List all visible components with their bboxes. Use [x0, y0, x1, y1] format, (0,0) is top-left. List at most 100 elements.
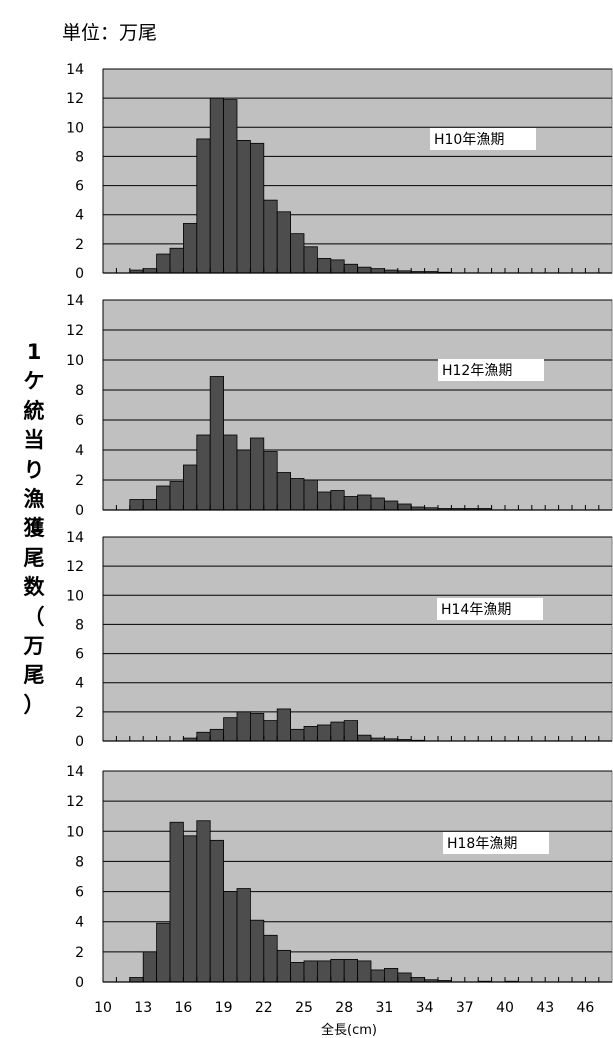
- histogram-bar: [290, 478, 305, 511]
- x-tick-label: 37: [456, 1000, 474, 1016]
- histogram-bar: [276, 708, 292, 742]
- histogram-panel: 0 2 4 6 8 10 12 14 H10年漁期: [66, 62, 613, 282]
- histogram-bar: [156, 922, 171, 983]
- histogram-bar: [357, 734, 372, 742]
- y-axis-title-char: 獲: [23, 516, 45, 541]
- histogram-bar: [263, 451, 278, 511]
- histogram-panel: 0 2 4 6 8 10 12 14 H18年漁期: [66, 764, 613, 991]
- y-tick-label: 8: [75, 617, 84, 633]
- plot-area: [102, 536, 613, 742]
- y-axis-title-char: 統: [23, 398, 45, 423]
- y-axis-title-char: （: [23, 604, 45, 629]
- histogram-bar: [142, 499, 157, 511]
- histogram-bar: [196, 434, 211, 511]
- histogram-bar: [182, 835, 198, 983]
- plot-area: [102, 68, 613, 274]
- histogram-bar: [182, 223, 198, 274]
- y-tick-label: 12: [66, 559, 84, 575]
- histogram-bar: [303, 960, 318, 983]
- x-tick-label: 34: [416, 1000, 434, 1016]
- y-tick-label: 6: [75, 647, 84, 663]
- y-axis-title-char: 数: [23, 575, 45, 600]
- y-tick-label: 8: [75, 854, 84, 870]
- y-axis-title-char: 万: [23, 633, 45, 658]
- histogram-bar: [142, 268, 157, 274]
- histogram-bar: [330, 958, 345, 983]
- histogram-bar: [129, 977, 144, 983]
- season-label-box: [437, 598, 543, 620]
- histogram-bar: [249, 919, 265, 983]
- y-axis-title-char: り: [23, 457, 45, 482]
- histogram-bar: [383, 500, 399, 511]
- y-axis-title-char: ケ: [23, 369, 45, 394]
- histogram-bar: [209, 97, 224, 274]
- histogram-bar: [169, 247, 184, 274]
- histogram-bar: [156, 253, 171, 274]
- histogram-bar: [249, 437, 265, 511]
- y-axis-title-char: 漁: [23, 486, 45, 511]
- y-axis-title-char: 1: [26, 340, 42, 364]
- histogram-bar: [276, 949, 292, 983]
- y-axis-title-char: 尾: [23, 545, 45, 570]
- y-tick-label: 4: [75, 208, 84, 224]
- y-tick-label: 12: [66, 91, 84, 107]
- y-tick-label: 8: [75, 383, 84, 399]
- histogram-bar: [316, 258, 332, 274]
- histogram-bar: [182, 464, 198, 511]
- histogram-bar: [303, 479, 318, 511]
- x-tick-label: 46: [576, 1000, 594, 1016]
- season-label-box: [430, 128, 536, 150]
- histogram-bar: [343, 263, 359, 274]
- histogram-bar: [263, 720, 278, 742]
- y-axis-title-char: 当: [23, 428, 45, 453]
- histogram-bar: [249, 142, 265, 274]
- histogram-bar: [209, 728, 224, 742]
- y-tick-label: 6: [75, 413, 84, 429]
- histogram-bar: [383, 968, 399, 983]
- season-label: H12年漁期: [442, 363, 512, 379]
- histogram-bar: [156, 485, 171, 511]
- unit-label: 単位：万尾: [62, 22, 158, 44]
- season-label: H14年漁期: [441, 602, 511, 618]
- season-label: H10年漁期: [434, 132, 504, 148]
- y-axis-title: 1 ケ 統 当 り 漁 獲 尾 数 （ 万 尾 ）: [20, 338, 48, 720]
- histogram-bar: [370, 969, 385, 983]
- y-tick-label: 12: [66, 323, 84, 339]
- y-tick-label: 2: [75, 473, 84, 489]
- histogram-bar: [316, 724, 332, 742]
- y-axis-title-char: 尾: [23, 663, 45, 688]
- y-tick-label: 10: [66, 824, 84, 840]
- y-axis-title-char: ）: [23, 692, 45, 717]
- histogram-bar: [129, 499, 144, 511]
- histogram-bar: [142, 951, 157, 983]
- histogram-bar: [276, 472, 292, 511]
- y-tick-label: 2: [75, 237, 84, 253]
- histogram-bar: [303, 726, 318, 742]
- season-label-box: [443, 832, 549, 854]
- histogram-bar: [410, 977, 426, 983]
- y-tick-label: 2: [75, 705, 84, 721]
- histogram-bar: [196, 820, 211, 983]
- histogram-bar: [236, 888, 251, 983]
- y-tick-label: 14: [66, 530, 84, 546]
- y-tick-label: 14: [66, 764, 84, 780]
- histogram-bar: [370, 268, 385, 274]
- plot-area: [102, 299, 613, 511]
- histogram-bar: [370, 497, 385, 511]
- y-tick-label: 2: [75, 945, 84, 961]
- histogram-bar: [276, 211, 292, 274]
- y-tick-label: 14: [66, 62, 84, 78]
- histogram-bar: [263, 199, 278, 274]
- x-tick-label: 22: [255, 1000, 273, 1016]
- histogram-bar: [343, 958, 359, 983]
- y-tick-label: 4: [75, 676, 84, 692]
- histogram-panel: 0 2 4 6 8 10 12 14 H12年漁期: [66, 293, 613, 519]
- histogram-bar: [357, 494, 372, 511]
- histogram-bar: [343, 496, 359, 511]
- histogram-bar: [223, 434, 238, 511]
- y-tick-label: 10: [66, 120, 84, 136]
- x-tick-label: 25: [295, 1000, 313, 1016]
- y-tick-label: 0: [75, 734, 84, 750]
- y-tick-label: 14: [66, 293, 84, 309]
